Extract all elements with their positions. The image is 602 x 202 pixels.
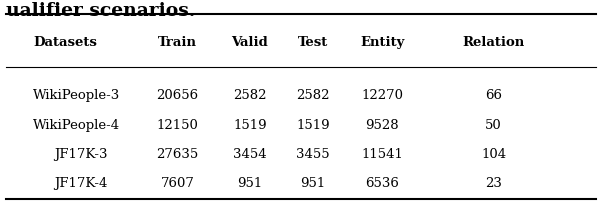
Text: 9528: 9528 — [365, 119, 399, 132]
Text: Train: Train — [158, 36, 197, 49]
Text: Test: Test — [298, 36, 328, 49]
Text: Relation: Relation — [462, 36, 525, 49]
Text: 12150: 12150 — [157, 119, 199, 132]
Text: WikiPeople-4: WikiPeople-4 — [33, 119, 120, 132]
Text: 27635: 27635 — [157, 148, 199, 161]
Text: 23: 23 — [485, 177, 502, 190]
Text: 6536: 6536 — [365, 177, 399, 190]
Text: 3454: 3454 — [233, 148, 267, 161]
Text: WikiPeople-3: WikiPeople-3 — [33, 89, 120, 102]
Text: ualifier scenarios.: ualifier scenarios. — [6, 2, 195, 20]
Text: 2582: 2582 — [296, 89, 330, 102]
Text: JF17K-4: JF17K-4 — [54, 177, 108, 190]
Text: 7607: 7607 — [161, 177, 194, 190]
Text: 1519: 1519 — [233, 119, 267, 132]
Text: 66: 66 — [485, 89, 502, 102]
Text: 50: 50 — [485, 119, 502, 132]
Text: 20656: 20656 — [157, 89, 199, 102]
Text: 11541: 11541 — [361, 148, 403, 161]
Text: 104: 104 — [481, 148, 506, 161]
Text: 1519: 1519 — [296, 119, 330, 132]
Text: 951: 951 — [300, 177, 326, 190]
Text: 2582: 2582 — [233, 89, 267, 102]
Text: 951: 951 — [237, 177, 262, 190]
Text: Datasets: Datasets — [33, 36, 97, 49]
Text: 12270: 12270 — [361, 89, 403, 102]
Text: Entity: Entity — [360, 36, 405, 49]
Text: 3455: 3455 — [296, 148, 330, 161]
Text: JF17K-3: JF17K-3 — [54, 148, 108, 161]
Text: Valid: Valid — [231, 36, 268, 49]
